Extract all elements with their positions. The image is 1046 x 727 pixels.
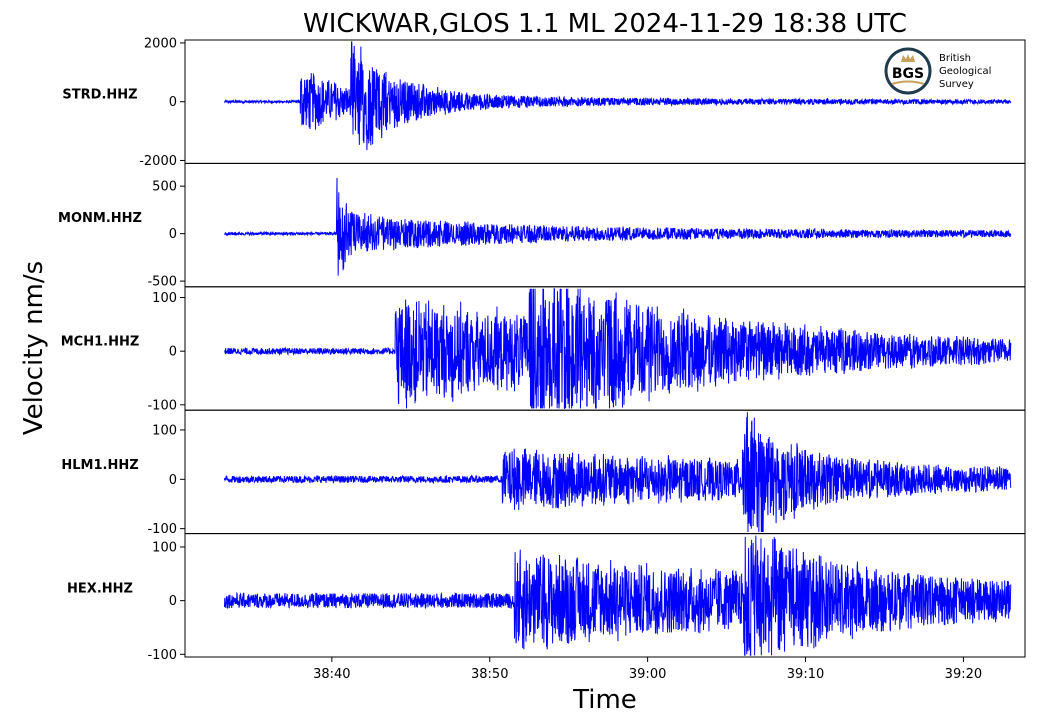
y-tick-label: 500: [152, 180, 177, 195]
logo-line-3: Survey: [939, 79, 974, 90]
x-tick-label: 39:00: [629, 667, 666, 682]
y-tick-label: -500: [147, 275, 177, 290]
station-label: HEX.HHZ: [67, 581, 133, 596]
y-tick-label: -100: [147, 522, 177, 537]
y-tick-label: -2000: [139, 154, 177, 169]
panel-strd-hhz: STRD.HHZ 2000 0 -2000: [62, 36, 1026, 169]
waveform-trace: [224, 177, 1012, 276]
y-tick-label: 2000: [144, 36, 177, 51]
x-tick-label: 38:40: [313, 667, 350, 682]
station-panels: STRD.HHZ20000-2000MONM.HHZ5000-500MCH1.H…: [58, 36, 1026, 663]
y-tick-label: 0: [169, 473, 177, 488]
logo-field-icon: [891, 80, 925, 85]
panel-mch1-hhz: MCH1.HHZ 100 0 -100: [61, 286, 1026, 413]
station-label: HLM1.HHZ: [61, 458, 138, 473]
x-tick-label: 38:50: [471, 667, 508, 682]
x-tick-label: 39:10: [787, 667, 824, 682]
station-label: STRD.HHZ: [62, 88, 137, 103]
y-tick-label: 100: [152, 423, 177, 438]
panel-monm-hhz: MONM.HHZ 500 0 -500: [58, 162, 1026, 290]
y-tick-label: 0: [169, 345, 177, 360]
y-axis-label: Velocity nm/s: [19, 261, 49, 435]
waveform-trace: [224, 41, 1012, 151]
waveform-trace: [223, 412, 1012, 532]
logo-line-1: British: [939, 53, 971, 64]
x-axis-ticks: 38:40 38:50 39:00 39:10 39:20: [313, 657, 982, 682]
station-label: MONM.HHZ: [58, 211, 142, 226]
station-label: MCH1.HHZ: [61, 335, 140, 350]
y-tick-label: -100: [147, 648, 177, 663]
logo-initials: BGS: [892, 66, 924, 82]
chart-title: WICKWAR,GLOS 1.1 ML 2024-11-29 18:38 UTC: [303, 9, 907, 39]
panel-hlm1-hhz: HLM1.HHZ 100 0 -100: [61, 409, 1026, 537]
y-tick-label: 0: [169, 227, 177, 242]
x-tick-label: 39:20: [945, 667, 982, 682]
x-axis-label: Time: [572, 685, 637, 715]
y-tick-label: -100: [147, 398, 177, 413]
y-tick-label: 100: [152, 291, 177, 306]
bgs-logo: BGS British Geological Survey: [884, 47, 991, 95]
panel-frame: [184, 162, 1026, 288]
waveform-trace: [223, 535, 1012, 656]
y-tick-label: 0: [169, 594, 177, 609]
logo-crown-icon: [901, 54, 915, 62]
y-tick-label: 0: [169, 95, 177, 110]
panel-hex-hhz: HEX.HHZ 100 0 -100: [67, 533, 1026, 663]
panel-frame: [184, 533, 1026, 658]
logo-line-2: Geological: [939, 66, 991, 77]
y-tick-label: 100: [152, 541, 177, 556]
waveform-trace: [224, 288, 1012, 409]
